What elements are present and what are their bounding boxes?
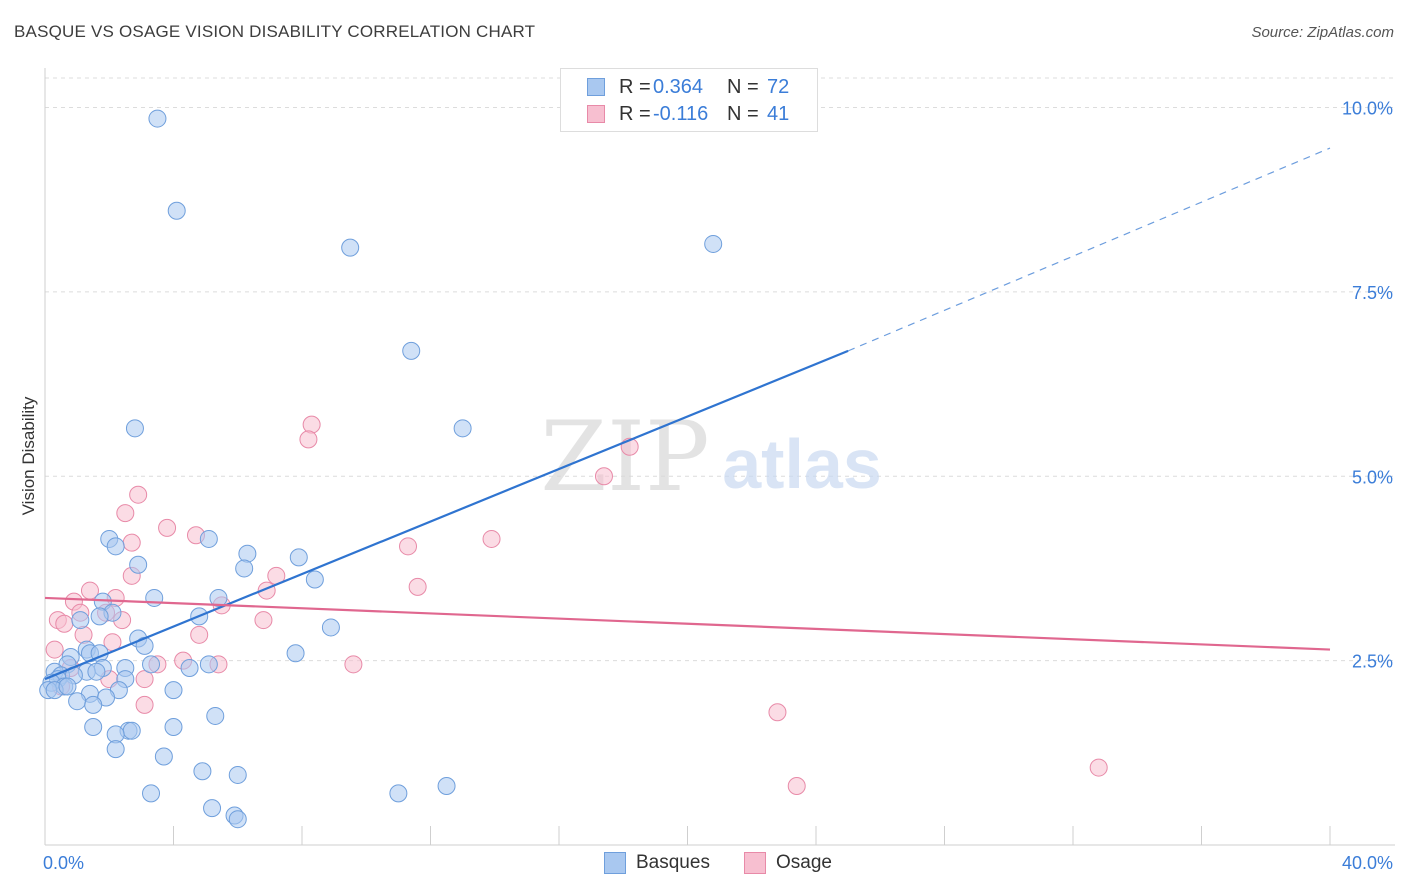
basques-trend-line bbox=[44, 349, 849, 681]
basques-legend-label: Basques bbox=[636, 852, 710, 873]
basques-legend-swatch bbox=[604, 852, 626, 874]
axes bbox=[44, 68, 1395, 846]
basques-point bbox=[289, 548, 308, 567]
basques-point bbox=[145, 588, 164, 607]
osage-point bbox=[254, 611, 273, 630]
basques-point bbox=[106, 537, 125, 556]
basques-point bbox=[129, 555, 148, 574]
osage-point bbox=[122, 533, 141, 552]
basques-point bbox=[68, 692, 87, 711]
basques-point bbox=[84, 695, 103, 714]
basques-point bbox=[71, 611, 90, 630]
osage-point bbox=[45, 640, 64, 659]
osage-legend-swatch bbox=[744, 852, 766, 874]
basques-point bbox=[704, 234, 723, 253]
basques-point bbox=[228, 765, 247, 784]
basques-point bbox=[106, 740, 125, 759]
basques-point bbox=[167, 201, 186, 220]
osage-point bbox=[190, 625, 209, 644]
osage-point bbox=[768, 703, 787, 722]
basques-point bbox=[90, 607, 109, 626]
legend-n-label: N = bbox=[727, 102, 759, 125]
basques-trend-extension bbox=[847, 147, 1331, 352]
osage-point bbox=[399, 537, 418, 556]
basques-point bbox=[58, 677, 77, 696]
osage-point bbox=[135, 695, 154, 714]
basques-swatch bbox=[587, 78, 605, 96]
osage-point bbox=[787, 777, 806, 795]
osage-point bbox=[408, 577, 427, 596]
basques-point bbox=[437, 777, 456, 795]
osage-legend-label: Osage bbox=[776, 852, 832, 873]
osage-point bbox=[158, 518, 177, 537]
osage-point bbox=[344, 655, 363, 674]
basques-points bbox=[39, 109, 723, 829]
tick-labels: 2.5% 5.0% 7.5% 10.0% 0.0% 40.0% bbox=[43, 99, 1393, 874]
osage-point bbox=[1089, 758, 1108, 777]
basques-point bbox=[142, 655, 161, 674]
basques-r-value: 0.364 bbox=[653, 75, 704, 98]
x-tick-label-max: 40.0% bbox=[1342, 853, 1393, 873]
basques-point bbox=[238, 544, 257, 563]
basques-point bbox=[193, 762, 212, 781]
basques-point bbox=[209, 588, 228, 607]
osage-r-value: -0.116 bbox=[653, 102, 709, 125]
basques-point bbox=[203, 799, 222, 818]
osage-point bbox=[299, 430, 318, 449]
osage-point bbox=[129, 485, 148, 504]
watermark-atlas: atlas bbox=[722, 425, 882, 503]
basques-point bbox=[164, 681, 183, 700]
bottom-legend-basques: Basques bbox=[604, 852, 710, 874]
source-label: Source: ZipAtlas.com bbox=[1251, 24, 1394, 41]
osage-trend-line bbox=[44, 596, 1331, 651]
basques-point bbox=[453, 419, 472, 438]
y-tick-label: 10.0% bbox=[1342, 99, 1393, 119]
basques-n-value: 72 bbox=[767, 75, 790, 98]
basques-point bbox=[402, 341, 421, 360]
legend: R = 0.364 N = 72 R = -0.116 N = 41 bbox=[560, 68, 818, 132]
basques-point bbox=[142, 784, 161, 803]
chart-title: BASQUE VS OSAGE VISION DISABILITY CORREL… bbox=[14, 22, 536, 41]
basques-point bbox=[164, 718, 183, 736]
bottom-legend-osage: Osage bbox=[744, 852, 832, 874]
osage-point bbox=[594, 467, 613, 486]
y-tick-label: 2.5% bbox=[1352, 652, 1393, 672]
basques-point bbox=[341, 238, 360, 257]
y-tick-label: 7.5% bbox=[1352, 283, 1393, 303]
basques-point bbox=[199, 529, 218, 548]
basques-point bbox=[125, 419, 144, 438]
legend-row-osage: R = -0.116 N = 41 bbox=[587, 102, 789, 126]
osage-swatch bbox=[587, 105, 605, 123]
osage-point bbox=[74, 625, 93, 644]
basques-point bbox=[321, 618, 340, 637]
legend-n-label: N = bbox=[727, 75, 759, 98]
osage-point bbox=[116, 504, 135, 523]
basques-point bbox=[228, 810, 247, 829]
trend-lines bbox=[44, 147, 1331, 681]
osage-point bbox=[302, 415, 321, 434]
basques-point bbox=[87, 662, 106, 681]
basques-point bbox=[199, 655, 218, 674]
basques-point bbox=[84, 718, 103, 736]
osage-point bbox=[482, 529, 501, 548]
basques-point bbox=[235, 559, 254, 578]
basques-point bbox=[286, 644, 305, 663]
basques-point bbox=[180, 659, 199, 677]
basques-point bbox=[305, 570, 324, 589]
y-axis-label: Vision Disability bbox=[19, 396, 38, 515]
basques-point bbox=[206, 706, 225, 725]
basques-point bbox=[389, 784, 408, 803]
basques-point bbox=[148, 109, 167, 128]
osage-point bbox=[55, 614, 74, 633]
legend-row-basques: R = 0.364 N = 72 bbox=[587, 75, 789, 99]
legend-r-label: R = bbox=[619, 102, 651, 125]
basques-point bbox=[122, 721, 141, 740]
osage-n-value: 41 bbox=[767, 102, 790, 125]
x-tick-label-min: 0.0% bbox=[43, 853, 84, 873]
legend-r-label: R = bbox=[619, 75, 651, 98]
basques-point bbox=[154, 747, 173, 766]
y-tick-label: 5.0% bbox=[1352, 467, 1393, 487]
